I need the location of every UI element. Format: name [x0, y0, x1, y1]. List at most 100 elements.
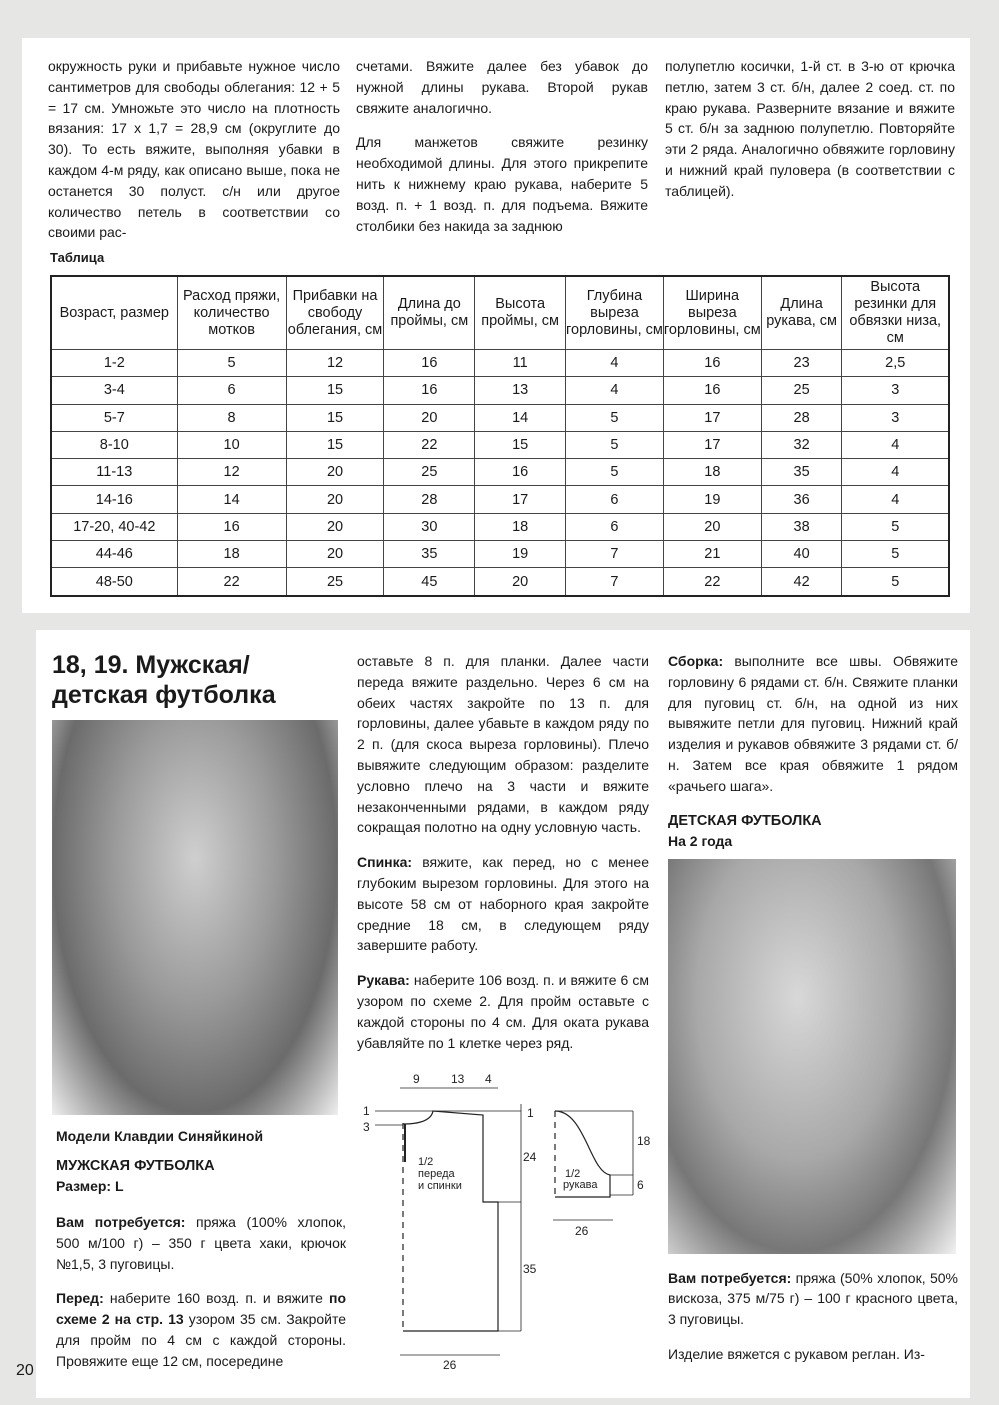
table-cell: 16 [662, 348, 762, 378]
bottom-column-2: оставьте 8 п. для планки. Далее части пе… [357, 651, 651, 1377]
dim-label: 18 [637, 1134, 651, 1148]
article-title: 18, 19. Мужская/ детская футболка [52, 650, 276, 710]
table-cell: 7 [565, 567, 664, 597]
table-cell: 6 [565, 485, 664, 514]
text: выполните все швы. Обвяжите горловину 6 … [668, 653, 958, 794]
child-photo [668, 858, 956, 1254]
text: пряжа (100% хлопок, 500 м/100 г) – 350 г… [56, 1214, 346, 1272]
table-cell: 23 [760, 348, 843, 378]
dim-label: 26 [575, 1224, 589, 1238]
body-pattern [375, 1087, 522, 1356]
author-credit: Модели Клавдии Синяйкиной [56, 1128, 264, 1144]
kid-heading: ДЕТСКАЯ ФУТБОЛКА [668, 812, 822, 829]
table-cell: 6 [176, 376, 287, 405]
table-cell: 3 [841, 403, 950, 432]
table-cell: 48-50 [50, 567, 178, 597]
title-line: детская футболка [52, 681, 276, 709]
table-cell: 14 [176, 485, 287, 514]
column-header: Высота проймы, см [474, 275, 567, 350]
table-cell: 36 [760, 485, 843, 514]
table-cell: 5 [841, 567, 950, 597]
table-cell: 18 [662, 458, 762, 487]
table-cell: 11 [474, 348, 567, 378]
men-heading: МУЖСКАЯ ФУТБОЛКА [56, 1158, 215, 1174]
column-header: Длина рукава, см [760, 275, 843, 350]
table-cell: 18 [474, 512, 567, 542]
table-cell: 12 [285, 348, 385, 378]
table-cell: 5-7 [50, 403, 178, 432]
text: пряжа (50% хлопок, 50% вискоза, 375 м/75… [668, 1269, 958, 1328]
table-cell: 4 [565, 376, 664, 405]
table-cell: 12 [176, 458, 287, 487]
table-cell: 15 [285, 376, 385, 405]
table-cell: 19 [474, 540, 567, 569]
table-row: 8-10 10 15 22 15 5 17 32 4 [50, 430, 950, 460]
table-cell: 19 [662, 485, 762, 514]
table-cell: 30 [383, 512, 476, 542]
table-cell: 5 [176, 348, 287, 378]
table-cell: 3 [841, 376, 950, 405]
sleeve-label: рукава [563, 1179, 598, 1191]
table-body: 1-2 5 12 16 11 4 16 23 2,5 3-4 6 15 16 13 4 16 25 3 5-7 8 15… [50, 348, 950, 597]
text-bold: по схеме 2 на стр. 13 [56, 1290, 346, 1328]
table-cell: 40 [760, 540, 843, 569]
bottom-column-3: Сборка: выполните все швы. Обвяжите горл… [668, 651, 958, 1379]
table-row: 1-2 5 12 16 11 4 16 23 2,5 [50, 348, 950, 378]
column-header: Возраст, размер [50, 275, 178, 350]
table-cell: 35 [760, 458, 843, 487]
label: Рукава: [357, 972, 410, 989]
table-cell: 7 [565, 540, 664, 569]
table-cell: 14 [474, 403, 567, 432]
table-cell: 17 [662, 430, 762, 460]
table-cell: 10 [176, 430, 287, 460]
paragraph: полупетлю косички, 1-й ст. в 3-ю от крюч… [665, 58, 955, 199]
table-cell: 17 [662, 403, 762, 432]
column-header: Расход пряжи, количество мотков [176, 275, 287, 350]
table-cell: 22 [176, 567, 287, 597]
table-header-row: Возраст, размер Расход пряжи, количество … [50, 275, 950, 350]
paragraph: Для манжетов свяжите резинку необходимой… [356, 134, 648, 234]
table-cell: 28 [760, 403, 843, 432]
dim-label: 3 [363, 1120, 370, 1134]
table-cell: 15 [285, 430, 385, 460]
label: Сборка: [668, 653, 724, 669]
table-row: 5-7 8 15 20 14 5 17 28 3 [50, 403, 950, 432]
column-header: Ширина выреза горловины, см [662, 275, 762, 350]
table-cell: 3-4 [50, 376, 178, 405]
column-header: Прибавки на свободу облегания, см [285, 275, 385, 350]
table-cell: 5 [565, 403, 664, 432]
sleeve-label: 1/2 [565, 1168, 580, 1180]
table-cell: 2,5 [841, 348, 950, 378]
dim-label: 6 [637, 1178, 644, 1192]
table-cell: 8-10 [50, 430, 178, 460]
text: узором 35 см. Закройте для пройм по 4 см… [56, 1311, 346, 1369]
table-cell: 42 [760, 567, 843, 597]
label: Перед: [56, 1290, 104, 1307]
paragraph: окружность руки и прибавьте нужное число… [48, 58, 340, 241]
table-row: 3-4 6 15 16 13 4 16 25 3 [50, 376, 950, 405]
dim-label: 35 [523, 1262, 537, 1276]
table-cell: 44-46 [50, 540, 178, 569]
table-cell: 20 [285, 458, 385, 487]
body-label: и спинки [418, 1180, 462, 1192]
paragraph: счетами. Вяжите далее без убавок до нужн… [356, 58, 648, 116]
page-number: 20 [16, 1362, 34, 1379]
pattern-diagram: 9 13 4 1 3 1 24 35 26 18 6 26 1/2 переда… [363, 1072, 651, 1372]
table-cell: 32 [760, 430, 843, 460]
text: вяжите, как перед, но с менее глубоким в… [357, 854, 649, 954]
table-cell: 16 [383, 348, 476, 378]
assembly-instructions: Сборка: выполните все швы. Обвяжите горл… [668, 651, 958, 797]
table-cell: 4 [841, 430, 950, 460]
table-cell: 25 [383, 458, 476, 487]
sleeve-pattern [553, 1110, 634, 1221]
paragraph: оставьте 8 п. для планки. Далее части пе… [357, 653, 649, 836]
table-cell: 14-16 [50, 485, 178, 514]
size-table: Возраст, размер Расход пряжи, количество … [50, 275, 950, 597]
table-cell: 16 [662, 376, 762, 405]
body-label: переда [418, 1168, 455, 1180]
table-cell: 16 [474, 458, 567, 487]
table-cell: 5 [841, 540, 950, 569]
bottom-column-1: Модели Клавдии Синяйкиной МУЖСКАЯ ФУТБОЛ… [56, 1126, 346, 1386]
column-header: Длина до проймы, см [383, 275, 476, 350]
label: Вам потребуется: [56, 1214, 186, 1230]
